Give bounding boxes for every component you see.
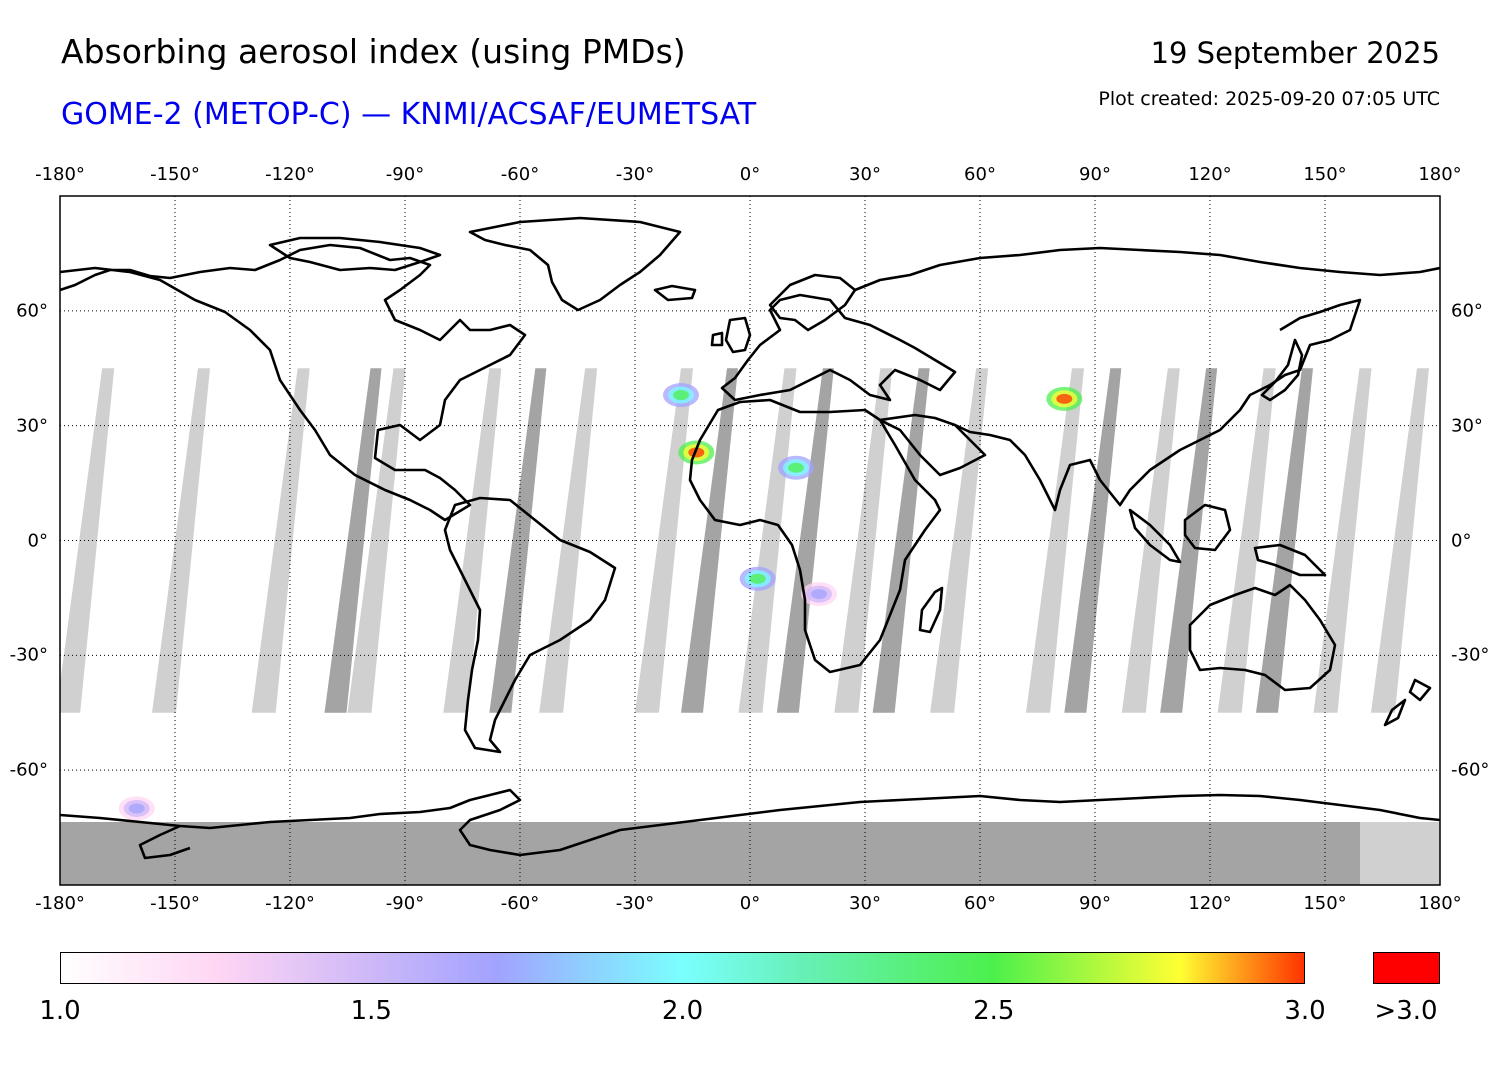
lon-tick-label-bottom: -60° <box>500 893 540 914</box>
coastline-madagascar <box>918 586 944 634</box>
colorbar <box>60 952 1305 984</box>
lon-tick-label-top: -180° <box>35 164 85 185</box>
lon-tick-label-bottom: -180° <box>35 893 85 914</box>
antarctic-nodata-dark <box>60 822 1360 885</box>
coastline-scandinavia <box>768 273 857 332</box>
coastline-africa <box>688 398 942 674</box>
coastline-australia <box>1188 583 1337 692</box>
lat-tick-label-left: 30° <box>16 415 48 437</box>
aerosol-hotspot <box>749 573 766 584</box>
lon-tick-label-top: 0° <box>739 164 761 185</box>
swath-gap <box>1313 368 1372 713</box>
lon-tick-label-top: 90° <box>1079 164 1111 185</box>
lon-tick-label-bottom: 0° <box>739 893 761 914</box>
lon-tick-label-bottom: 90° <box>1079 893 1111 914</box>
swath-gap <box>738 368 797 713</box>
lon-tick-label-bottom: -150° <box>150 893 200 914</box>
lon-tick-label-top: 180° <box>1418 164 1462 185</box>
aerosol-hotspot <box>788 462 804 473</box>
colorbar-overflow-box <box>1373 952 1440 984</box>
coastline-europe <box>720 293 957 402</box>
coastline-greenland <box>468 216 682 312</box>
lat-tick-label-right: -30° <box>1451 644 1490 666</box>
coastline-arctic-islands <box>268 236 442 272</box>
colorbar-tick-label: 1.5 <box>350 996 392 1026</box>
lon-tick-label-bottom: 60° <box>964 893 996 914</box>
lon-tick-label-bottom: 150° <box>1303 893 1347 914</box>
coastline-iceland <box>653 284 697 302</box>
lat-tick-label-right: -60° <box>1451 759 1490 781</box>
swath-gap <box>834 368 893 713</box>
date-label: 19 September 2025 <box>1150 36 1440 70</box>
page-title: Absorbing aerosol index (using PMDs) <box>61 32 686 71</box>
aerosol-hotspot <box>1056 393 1073 404</box>
lat-tick-label-left: -60° <box>9 759 48 781</box>
coastline-antarctica <box>60 788 1440 857</box>
lon-tick-label-top: -60° <box>500 164 540 185</box>
swath-gap <box>60 368 115 713</box>
coastline-new-guinea <box>1253 543 1327 577</box>
colorbar-over-label: >3.0 <box>1374 996 1438 1026</box>
lat-tick-label-right: 60° <box>1451 300 1483 322</box>
swath-gap <box>1121 368 1180 713</box>
coastline-arabia <box>878 413 987 477</box>
lon-tick-label-bottom: -30° <box>615 893 655 914</box>
swath-gap <box>930 368 989 713</box>
aerosol-hotspot <box>128 803 145 814</box>
lat-tick-label-right: 30° <box>1451 415 1483 437</box>
colorbar-tick-label: 1.0 <box>39 996 81 1026</box>
swath-gap <box>1026 368 1084 713</box>
lat-tick-label-left: 0° <box>27 530 48 551</box>
swath-gap <box>1217 368 1276 713</box>
colorbar-tick-label: 2.0 <box>661 996 704 1026</box>
lon-tick-label-bottom: -90° <box>385 893 425 914</box>
coastline-japan <box>1260 338 1304 402</box>
colorbar-tick-label: 3.0 <box>1284 996 1326 1026</box>
coastline-south-america <box>443 496 617 754</box>
lon-tick-label-top: 120° <box>1188 164 1232 185</box>
aerosol-hotspot <box>673 390 689 401</box>
lon-tick-label-bottom: 180° <box>1418 893 1462 914</box>
lon-tick-label-top: -90° <box>385 164 425 185</box>
aerosol-hotspot <box>811 589 827 600</box>
lat-tick-label-left: 60° <box>16 300 48 322</box>
colorbar-tick-label: 2.5 <box>973 996 1015 1026</box>
coastline-asia <box>854 246 1440 512</box>
lon-tick-label-top: 150° <box>1303 164 1347 185</box>
lon-tick-label-top: 30° <box>849 164 881 185</box>
coastline-new-zealand <box>1383 678 1432 727</box>
swath-gap <box>872 368 930 713</box>
lon-tick-label-top: -120° <box>265 164 315 185</box>
coastline-borneo <box>1183 503 1232 552</box>
swath-gap <box>681 368 738 713</box>
coastline-ross-ice <box>138 824 191 860</box>
swath-gap <box>489 368 547 713</box>
coastline-sumatra <box>1128 508 1182 564</box>
lon-tick-label-bottom: 120° <box>1188 893 1232 914</box>
lon-tick-label-top: -150° <box>150 164 200 185</box>
lon-tick-label-top: -30° <box>615 164 655 185</box>
swath-gap <box>776 368 834 713</box>
coastline-north-america <box>60 243 527 522</box>
lon-tick-label-bottom: -120° <box>265 893 315 914</box>
lon-tick-label-top: 60° <box>964 164 996 185</box>
lat-tick-label-left: -30° <box>9 644 48 666</box>
lon-tick-label-bottom: 30° <box>849 893 881 914</box>
subtitle: GOME-2 (METOP-C) — KNMI/ACSAF/EUMETSAT <box>61 97 757 132</box>
coastline-british-isles <box>710 316 752 354</box>
lat-tick-label-right: 0° <box>1451 530 1472 551</box>
created-label: Plot created: 2025-09-20 07:05 UTC <box>1098 88 1440 110</box>
